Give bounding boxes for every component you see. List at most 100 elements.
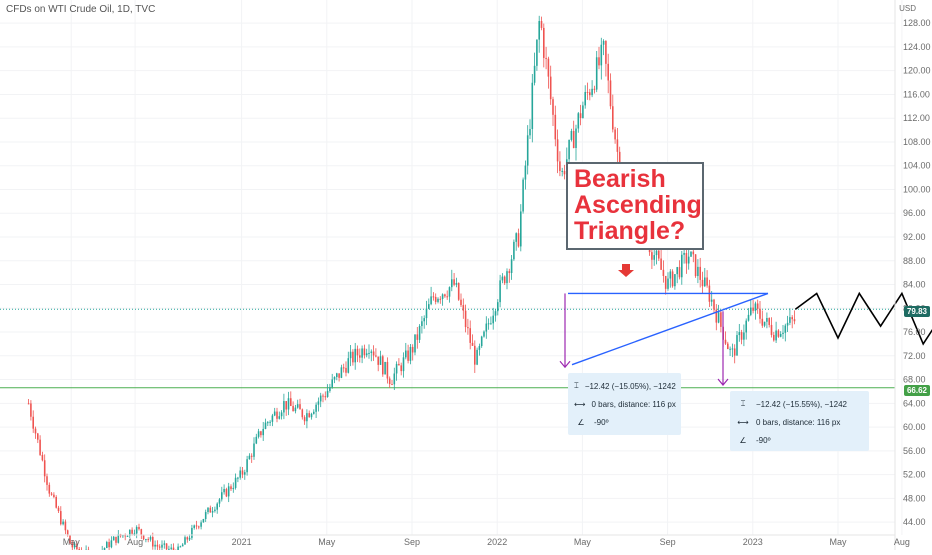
angle-icon: ∠ [574,418,588,427]
candle-body [157,545,159,547]
horizontal-lines [0,309,895,387]
candle-body [446,296,448,297]
candle-body [580,113,582,118]
candle-body [371,351,373,352]
candle-body [423,318,425,321]
candle-body [610,80,612,106]
candle-body [456,283,458,285]
candle-body [734,348,736,355]
candle-body [660,259,662,270]
candle-body [405,351,407,358]
candle-body [375,355,377,356]
candle-body [187,537,189,539]
candle-body [725,340,727,344]
y-tick-label: 56.00 [903,446,926,456]
candle-body [214,510,216,511]
candle-body [750,308,752,315]
candle-body [44,460,46,476]
annotation-title[interactable]: Bearish Ascending Triangle? [566,162,704,250]
candle-body [578,113,580,128]
candle-body [771,325,773,335]
candle-body [757,303,759,308]
candle-body [534,66,536,83]
candle-body [398,364,400,365]
candle-body [290,398,292,406]
candle-body [364,348,366,355]
candle-body [279,416,281,419]
candle-body [350,352,352,358]
candle-body [488,323,490,324]
candle-body [134,533,136,534]
triangle-support-line [572,293,768,364]
candle-body [727,344,729,349]
candle-body [58,508,60,511]
candle-body [515,233,517,242]
candle-body [318,401,320,404]
candle-body [417,334,419,339]
candle-body [28,403,30,404]
measure-distance: 0 bars, distance: 116 px [591,400,675,409]
candle-body [262,429,264,435]
candle-body [251,456,253,457]
candle-body [387,362,389,379]
candle-body [663,270,665,276]
measure-box[interactable]: ⌶−12.42 (−15.05%), −1242 ⟷0 bars, distan… [568,373,681,435]
candle-body [543,28,545,58]
candle-body [474,346,476,365]
candle-body [256,437,258,444]
candle-body [766,318,768,322]
candle-body [525,166,527,180]
candle-body [437,299,439,302]
candle-body [575,129,577,148]
y-tick-label: 76.00 [903,327,926,337]
x-axis[interactable]: MayAug2021MaySep2022MaySep2023MayAug2024… [0,535,932,547]
candle-body [325,396,327,397]
measure-box[interactable]: ⌶−12.42 (−15.55%), −1242 ⟷0 bars, distan… [730,391,869,451]
y-tick-label: 112.00 [903,113,930,123]
candle-body [313,412,315,414]
candle-body [366,353,368,355]
candle-body [713,300,715,310]
candle-body [775,331,777,341]
candle-body [435,297,437,302]
y-tick-label: 84.00 [903,280,926,290]
y-tick-label: 108.00 [903,137,931,147]
candle-body [159,547,161,548]
candle-body [451,279,453,287]
candle-body [288,398,290,409]
candle-body [651,252,653,260]
candle-body [483,332,485,337]
candle-body [338,373,340,378]
candle-body [764,322,766,326]
y-axis[interactable]: 44.0048.0052.0056.0060.0064.0068.0072.00… [895,0,931,550]
candle-body [170,548,172,549]
candle-body [37,433,39,439]
candle-body [207,508,209,512]
candle-body [591,89,593,95]
x-tick-label: May [318,537,336,547]
candle-body [196,525,198,526]
candle-body [373,351,375,355]
candle-body [686,253,688,264]
support-price-tag: 66.62 [904,385,930,396]
candle-body [380,356,382,365]
candle-body [759,309,761,319]
candle-body [476,350,478,365]
candle-body [467,327,469,328]
annotation-line-3: Triangle? [574,218,696,244]
candle-body [736,335,738,355]
candle-body [568,140,570,159]
candle-body [131,530,133,534]
candle-body [690,252,692,257]
candle-body [292,406,294,411]
candle-body [552,99,554,115]
candle-body [260,431,262,435]
candle-body [42,455,44,460]
candle-body [653,255,655,260]
candle-body [511,259,513,273]
candle-body [46,476,48,485]
candle-body [794,319,796,321]
candle-body [51,494,53,495]
